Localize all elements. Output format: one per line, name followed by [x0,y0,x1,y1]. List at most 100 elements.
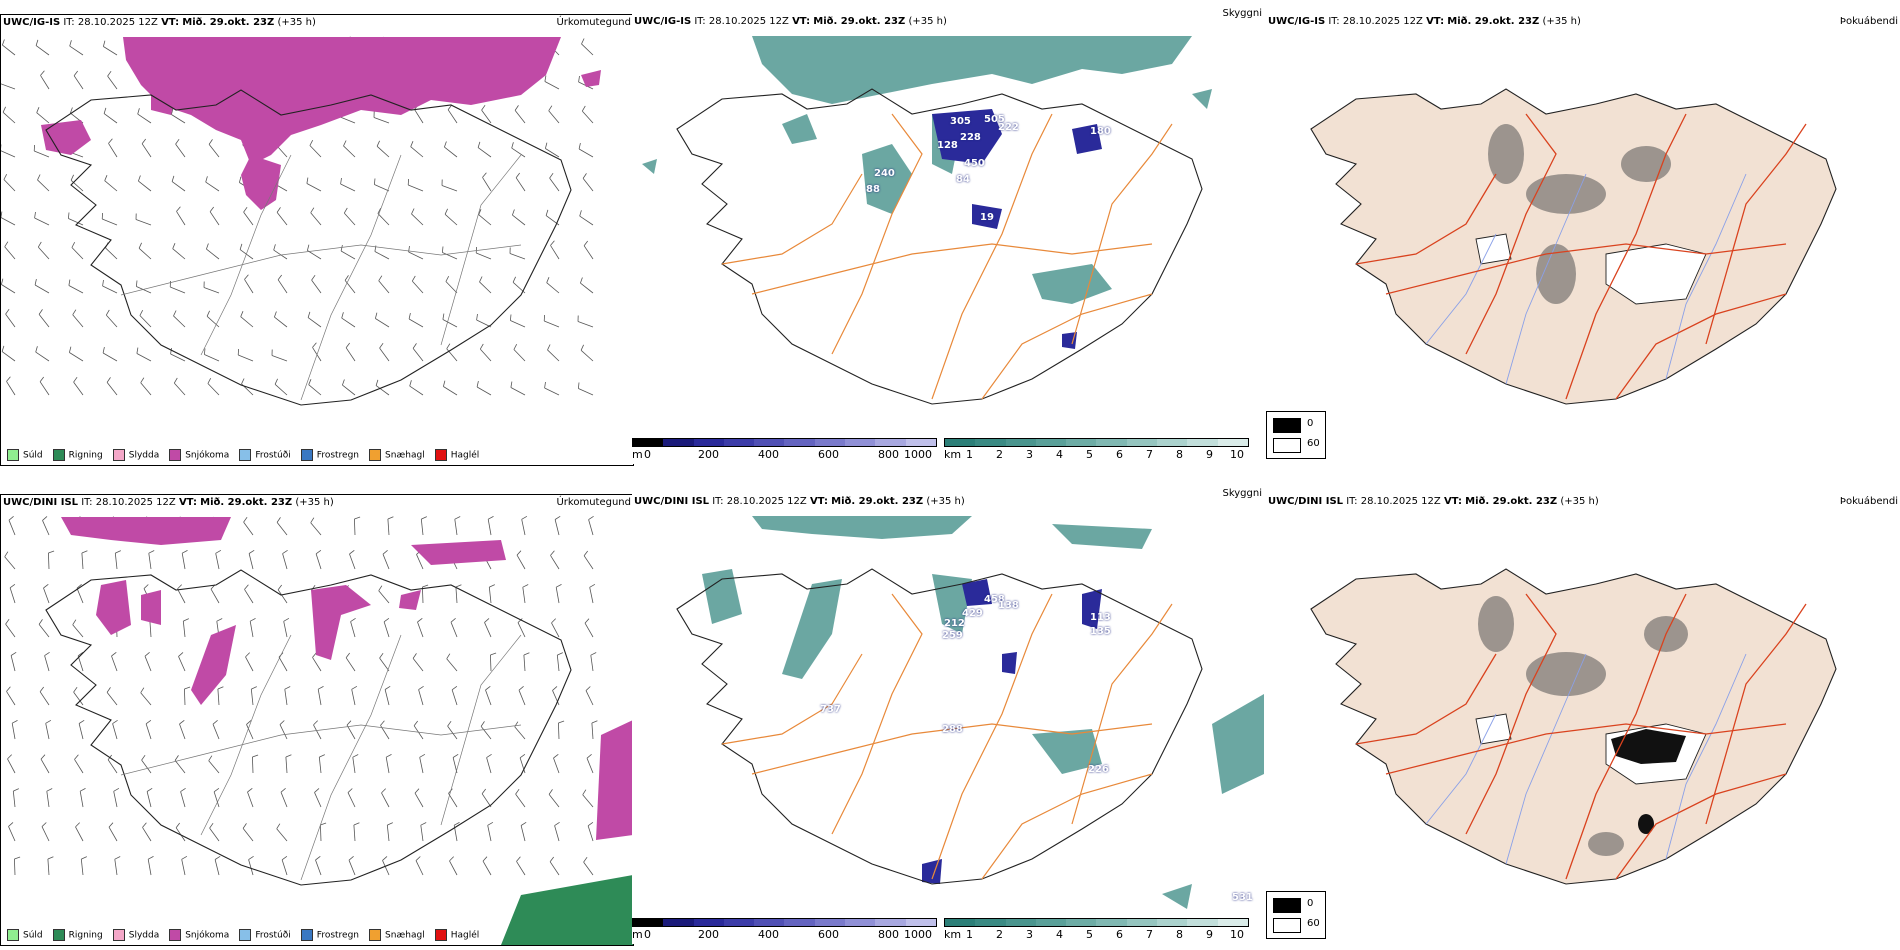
low-visibility-area [642,36,1212,304]
legend-item: Frostregn [300,929,359,941]
visibility-tick: 7 [1146,448,1153,461]
legend-swatch [169,449,182,461]
legend-swatch [7,449,19,461]
visibility-tick: 10 [1230,928,1244,941]
legend-item: Slydda [112,929,159,941]
legend-swatch [434,929,447,941]
legend-item: Rigning [52,929,103,941]
visibility-tick: 2 [996,448,1003,461]
iceland-outline [676,88,1203,405]
roads [721,593,1173,880]
visibility-tick: 3 [1026,928,1033,941]
ceiling-tick: 400 [758,928,779,941]
visibility-unit: km [944,928,962,941]
precip-legend: Súld Rigning Slydda Snjókoma Frostúði Fr… [7,449,479,461]
iceland-outline [45,89,572,406]
rivers [1425,653,1747,865]
cloud-value: 305 [950,116,971,127]
ceiling-tick: 400 [758,448,779,461]
cloud-value: 450 [964,158,985,169]
ceiling-tick: 0 [644,448,651,461]
roads [120,154,522,401]
visibility-strip [944,438,1249,447]
legend-item: Slydda [112,449,159,461]
fog-swatch [1273,898,1301,913]
visibility-tick: 1 [966,928,973,941]
cloud-value: 737 [820,704,841,715]
land-area [1310,568,1837,885]
cloud-panel-top: UWC/IG-IS IT: 28.10.2025 12Z VT: Mið. 29… [632,8,1264,466]
ceiling-colorbar: m 0 200 400 600 800 1000 [632,918,937,946]
land-area [1310,88,1837,405]
precip-type-label: Úrkomutegund [556,497,631,508]
roads [721,113,1173,400]
cloud-value: 240 [874,168,895,179]
wind-barbs [4,515,598,876]
fog-indicator-area [1478,596,1688,856]
visibility-tick: 4 [1056,448,1063,461]
ceiling-tick: 600 [818,928,839,941]
low-ceiling-area [922,579,1102,884]
visibility-tick: 2 [996,928,1003,941]
cloud-value: 429 [962,608,983,619]
iceland-outline [676,568,1203,885]
visibility-tick: 6 [1116,448,1123,461]
fog-map-top [1310,88,1837,405]
fog-swatch [1273,438,1301,453]
fog-legend-top: 0 60 [1266,411,1326,459]
ceiling-tick: 200 [698,448,719,461]
cloud-value: 259 [942,630,963,641]
cloud-value: 113 [1090,612,1111,623]
ceiling-tick: 200 [698,928,719,941]
legend-swatch [169,929,182,941]
legend-swatch [300,929,313,941]
legend-swatch [434,449,447,461]
precip-legend: Súld Rigning Slydda Snjókoma Frostúði Fr… [7,929,479,941]
ceiling-strip [632,918,937,927]
ceiling-tick: 1000 [904,928,932,941]
fog-legend-bottom: 0 60 [1266,891,1326,939]
visibility-tick: 9 [1206,448,1213,461]
visibility-tick: 8 [1176,928,1183,941]
panel-title: UWC/IG-IS IT: 28.10.2025 12Z VT: Mið. 29… [3,17,316,28]
legend-swatch [7,929,19,941]
visibility-tick: 5 [1086,928,1093,941]
low-visibility-area [702,516,1264,909]
cloud-value: 138 [998,600,1019,611]
fog-panel-bottom: UWC/DINI ISL IT: 28.10.2025 12Z VT: Mið.… [1266,494,1900,944]
precip-panel-bottom: UWC/DINI ISL IT: 28.10.2025 12Z VT: Mið.… [0,494,634,946]
cloud-value: 84 [956,174,970,185]
visibility-tick: 6 [1116,928,1123,941]
legend-item: Snjókoma [169,929,229,941]
legend-item: Súld [7,449,43,461]
cloud-value: 19 [980,212,994,223]
visibility-colorbar: km 1 2 3 4 5 6 7 8 9 10 [944,438,1249,466]
cloud-value: 458 [984,594,1005,605]
panel-title: UWC/DINI ISL IT: 28.10.2025 12Z VT: Mið.… [3,497,334,508]
precip-map-top [1,36,601,406]
legend-item: Frostúði [239,929,291,941]
precip-type-label: Úrkomutegund [556,17,631,28]
legend-swatch [112,929,125,941]
fog-indicator-area [1488,124,1671,304]
cloud-panel-bottom: UWC/DINI ISL IT: 28.10.2025 12Z VT: Mið.… [632,488,1264,946]
fog-legend-label: 60 [1307,438,1320,449]
fog-swatch [1273,418,1301,433]
fog-legend-label: 0 [1307,418,1314,429]
legend-item: Snæhagl [369,929,425,941]
ceiling-strip [632,438,937,447]
fog-legend-label: 60 [1307,918,1320,929]
rivers [1425,173,1747,385]
panel-title: UWC/IG-IS IT: 28.10.2025 12Z VT: Mið. 29… [1268,16,1581,27]
precip-map-bottom [4,515,633,945]
legend-item: Frostregn [300,449,359,461]
cloud-value: 531 [1232,892,1253,903]
iceland-outline [45,569,572,886]
ceiling-tick: 800 [878,928,899,941]
legend-item: Frostúði [239,449,291,461]
visibility-colorbar: km 1 2 3 4 5 6 7 8 9 10 [944,918,1249,946]
visibility-tick: 4 [1056,928,1063,941]
ceiling-unit: m [632,928,643,941]
ceiling-tick: 800 [878,448,899,461]
legend-item: Haglél [434,449,479,461]
